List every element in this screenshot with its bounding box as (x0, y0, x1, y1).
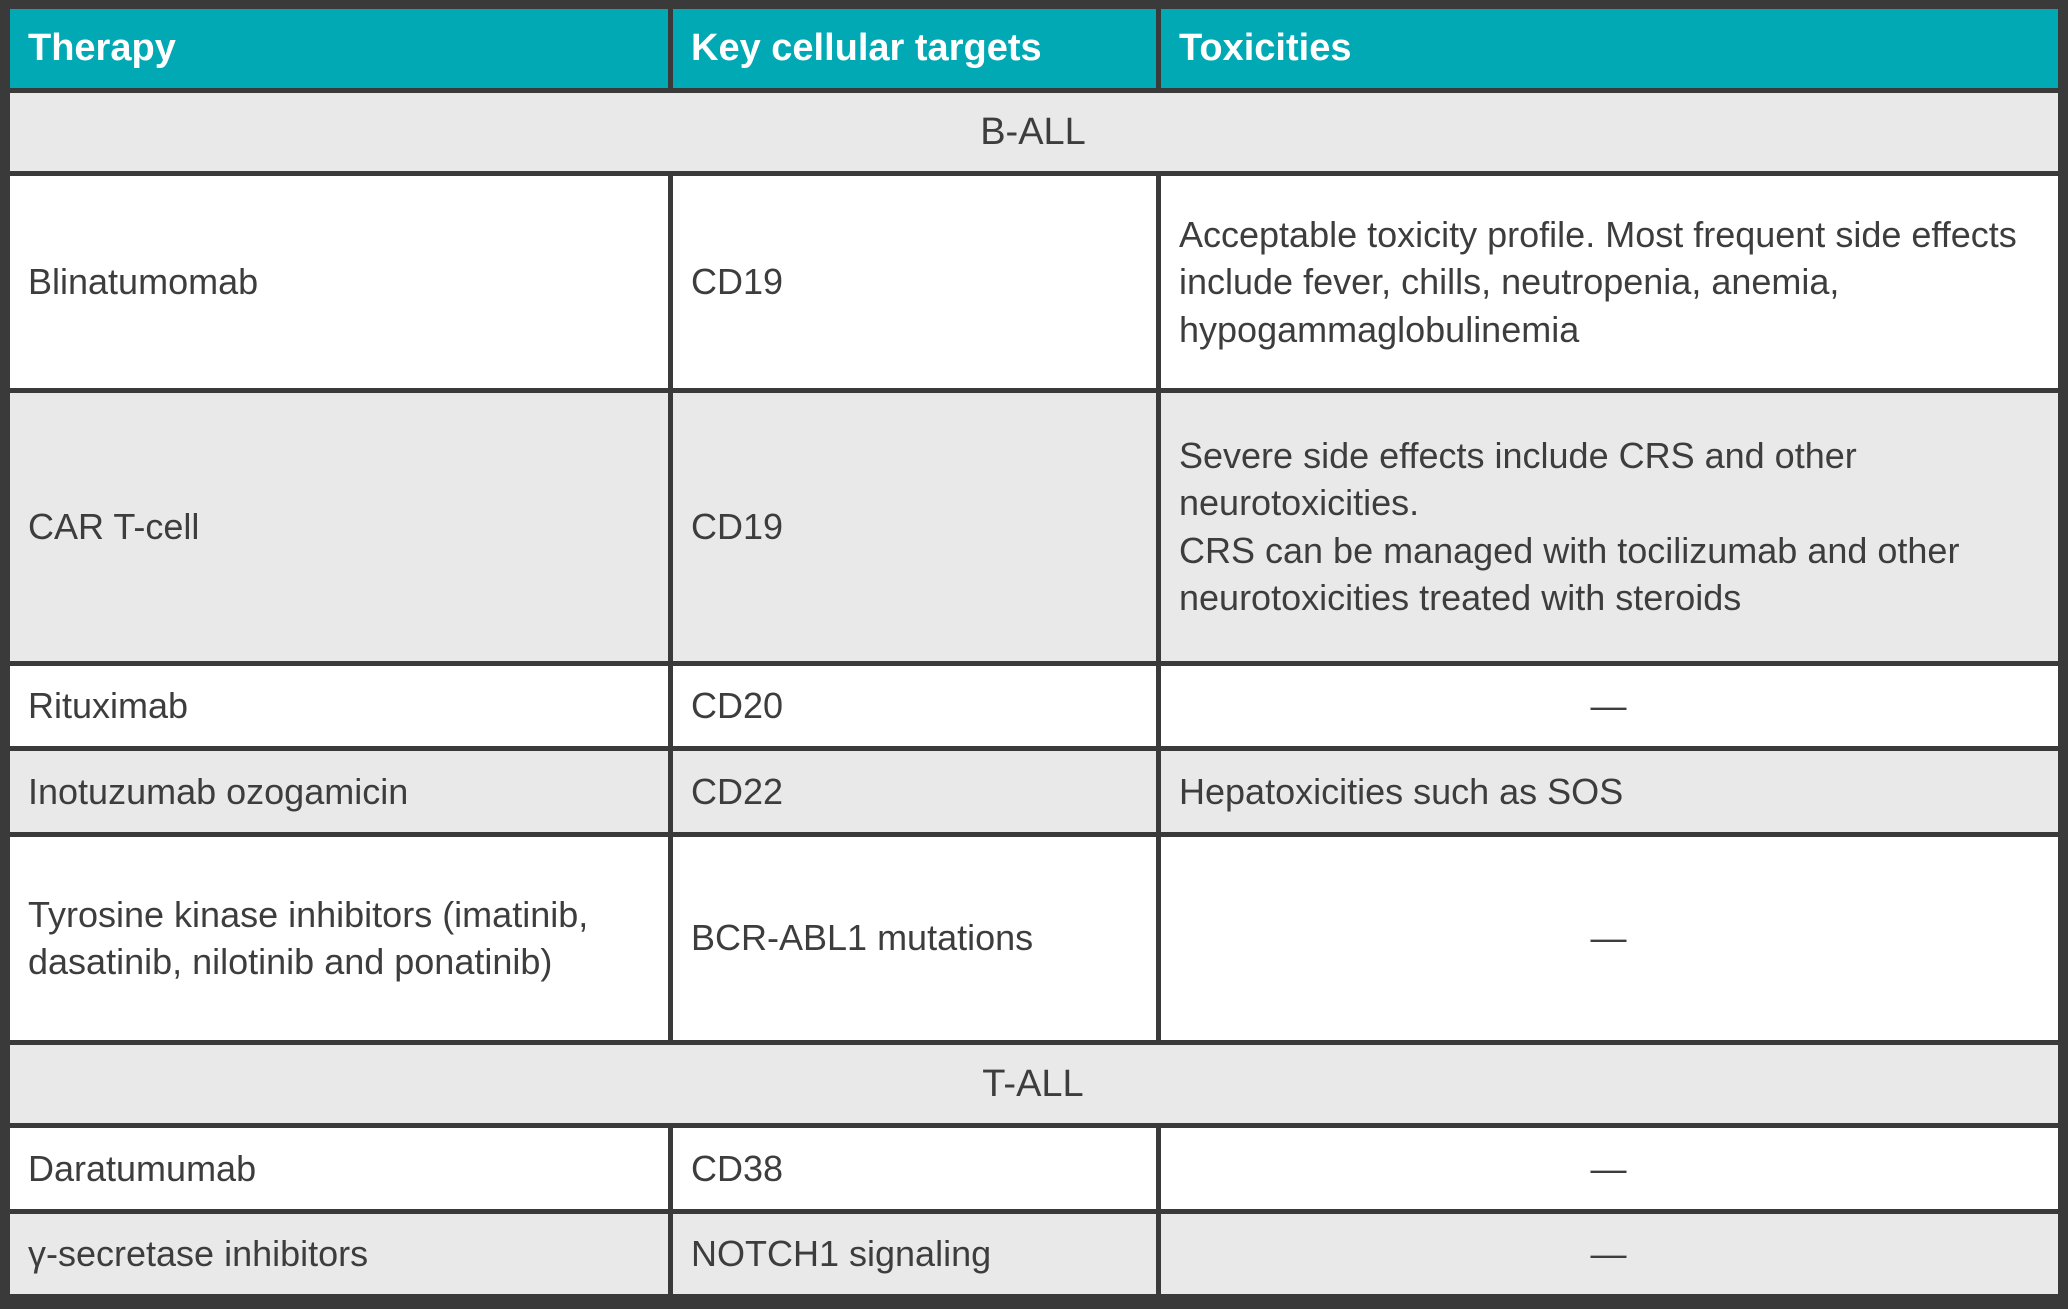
toxicity-cell: Acceptable toxicity profile. Most freque… (1156, 171, 2063, 393)
section-title: B-ALL (5, 87, 2063, 177)
toxicity-cell: Severe side effects include CRS and othe… (1156, 387, 2063, 666)
therapy-cell: Inotuzumab ozogamicin (5, 746, 673, 837)
therapy-cell: γ-secretase inhibitors (5, 1208, 673, 1300)
col-header-toxicities: Toxicities (1156, 4, 2063, 93)
section-title: T-ALL (5, 1039, 2063, 1129)
toxicity-cell: — (1156, 831, 2063, 1045)
therapy-cell: Tyrosine kinase inhibitors (imatinib, da… (5, 831, 673, 1045)
target-cell: CD20 (668, 660, 1161, 752)
target-cell: CD19 (668, 387, 1161, 666)
therapy-table: Therapy Key cellular targets Toxicities … (5, 4, 2063, 1300)
target-cell: CD22 (668, 746, 1161, 837)
col-header-therapy: Therapy (5, 4, 673, 93)
table-row: Tyrosine kinase inhibitors (imatinib, da… (5, 831, 2063, 1045)
target-cell: NOTCH1 signaling (668, 1208, 1161, 1300)
table-row: Rituximab CD20 — (5, 660, 2063, 752)
table-row: Inotuzumab ozogamicin CD22 Hepatoxicitie… (5, 746, 2063, 837)
toxicity-cell: Hepatoxicities such as SOS (1156, 746, 2063, 837)
header-row: Therapy Key cellular targets Toxicities (5, 4, 2063, 93)
therapy-cell: Rituximab (5, 660, 673, 752)
col-header-targets: Key cellular targets (668, 4, 1161, 93)
toxicity-cell: — (1156, 1208, 2063, 1300)
target-cell: BCR-ABL1 mutations (668, 831, 1161, 1045)
table-row: γ-secretase inhibitors NOTCH1 signaling … (5, 1208, 2063, 1300)
table-row: CAR T-cell CD19 Severe side effects incl… (5, 387, 2063, 666)
therapy-cell: Blinatumomab (5, 171, 673, 393)
target-cell: CD19 (668, 171, 1161, 393)
table-row: Blinatumomab CD19 Acceptable toxicity pr… (5, 171, 2063, 393)
target-cell: CD38 (668, 1123, 1161, 1214)
table-row: Daratumumab CD38 — (5, 1123, 2063, 1214)
therapy-cell: CAR T-cell (5, 387, 673, 666)
therapy-cell: Daratumumab (5, 1123, 673, 1214)
toxicity-cell: — (1156, 1123, 2063, 1214)
section-header-t-all: T-ALL (5, 1039, 2063, 1129)
toxicity-cell: — (1156, 660, 2063, 752)
section-header-b-all: B-ALL (5, 87, 2063, 177)
